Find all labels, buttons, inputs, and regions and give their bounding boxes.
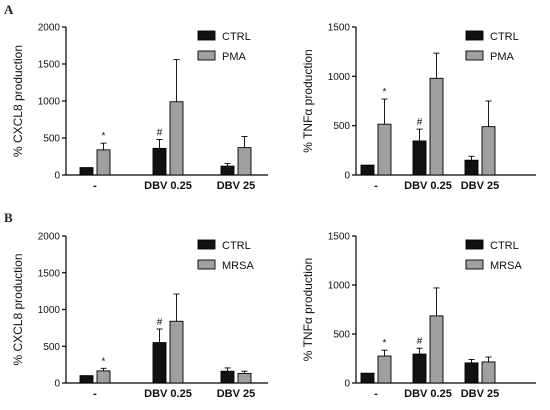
panel-label-b: B (4, 210, 13, 225)
x-tick-label: - (374, 388, 378, 400)
y-tick-label: 500 (43, 342, 60, 353)
legend-swatch-treatment (465, 50, 484, 61)
significance-mark: # (157, 127, 163, 138)
bar-ctrl-2 (412, 353, 427, 384)
significance-mark: * (102, 356, 106, 367)
bar-treatment-2 (429, 77, 444, 176)
y-axis-label: % TNFα production (301, 258, 315, 361)
legend-swatch-ctrl (197, 239, 216, 250)
legend-swatch-ctrl (465, 239, 484, 250)
legend-swatch-treatment (197, 259, 216, 270)
significance-mark: * (383, 338, 387, 349)
x-tick-label: DBV 0.25 (404, 180, 452, 192)
x-tick-label: DBV 0.25 (144, 388, 192, 400)
y-tick-label: 2000 (38, 23, 61, 34)
bar-treatment-1 (96, 370, 111, 384)
significance-mark: # (417, 336, 423, 347)
bar-treatment-3 (237, 372, 252, 384)
y-tick-label: 500 (333, 121, 350, 132)
bar-ctrl-1 (360, 164, 375, 176)
bar-ctrl-2 (152, 147, 167, 176)
legend-label-ctrl: CTRL (490, 240, 519, 252)
bar-ctrl-3 (220, 165, 235, 176)
legend-swatch-ctrl (465, 30, 484, 41)
significance-mark: * (383, 87, 387, 98)
bar-treatment-1 (377, 355, 392, 384)
y-tick-label: 1000 (328, 72, 351, 83)
chart-2: 0 500 1000 1500 % TNFα production - DBV 0.25 DB… (301, 23, 536, 192)
y-tick-label: 0 (54, 171, 60, 182)
bar-ctrl-1 (360, 372, 375, 384)
x-tick-label: DBV 25 (217, 180, 256, 192)
bar-treatment-3 (481, 361, 496, 384)
legend-label-ctrl: CTRL (490, 31, 519, 43)
x-tick-label: - (93, 388, 97, 400)
x-tick-label: DBV 25 (461, 388, 500, 400)
y-tick-label: 1000 (38, 97, 61, 108)
significance-mark: # (417, 117, 423, 128)
chart-4: 0 500 1000 1500 % TNFα production - DBV 0.25 DB… (301, 232, 536, 400)
y-tick-label: 0 (344, 171, 350, 182)
x-tick-label: DBV 0.25 (144, 180, 192, 192)
y-tick-label: 1500 (328, 23, 351, 34)
significance-mark: * (102, 131, 106, 142)
y-tick-label: 500 (43, 134, 60, 145)
chart-3: 0 500 1000 1500 2000 % CXCL8 production - DBV 0… (11, 232, 268, 400)
bar-ctrl-1 (79, 375, 94, 384)
x-tick-label: DBV 25 (217, 388, 256, 400)
y-tick-label: 1500 (38, 60, 61, 71)
legend-swatch-treatment (197, 50, 216, 61)
bar-ctrl-1 (79, 167, 94, 176)
y-tick-label: 1000 (38, 305, 61, 316)
y-tick-label: 1500 (38, 268, 61, 279)
bar-treatment-2 (169, 101, 184, 176)
bar-treatment-2 (429, 315, 444, 384)
bar-ctrl-2 (152, 342, 167, 384)
y-axis-label: % CXCL8 production (11, 253, 25, 365)
y-axis-label: % TNFα production (301, 49, 315, 152)
bar-ctrl-3 (464, 159, 479, 176)
x-tick-label: DBV 0.25 (404, 388, 452, 400)
chart-1: 0 500 1000 1500 2000 % CXCL8 production - DBV 0… (11, 23, 268, 192)
x-tick-label: DBV 25 (461, 180, 500, 192)
legend-swatch-treatment (465, 259, 484, 270)
legend-label-treatment: PMA (222, 51, 247, 63)
y-tick-label: 1500 (328, 232, 351, 243)
bar-ctrl-3 (220, 370, 235, 384)
legend-label-treatment: MRSA (222, 260, 254, 272)
y-tick-label: 1000 (328, 281, 351, 292)
bar-ctrl-3 (464, 362, 479, 384)
bar-treatment-3 (481, 126, 496, 176)
bar-treatment-1 (96, 149, 111, 176)
legend-label-ctrl: CTRL (222, 240, 251, 252)
y-tick-label: 0 (54, 379, 60, 390)
bar-treatment-2 (169, 320, 184, 384)
x-tick-label: - (93, 180, 97, 192)
legend-label-treatment: PMA (490, 51, 515, 63)
bar-treatment-3 (237, 147, 252, 176)
legend-swatch-ctrl (197, 30, 216, 41)
y-axis-label: % CXCL8 production (11, 45, 25, 157)
bar-treatment-1 (377, 123, 392, 176)
y-tick-label: 500 (333, 330, 350, 341)
x-tick-label: - (374, 180, 378, 192)
legend-label-treatment: MRSA (490, 260, 522, 272)
bar-ctrl-2 (412, 140, 427, 176)
panel-label-a: A (4, 2, 14, 17)
y-tick-label: 0 (344, 379, 350, 390)
legend-label-ctrl: CTRL (222, 31, 251, 43)
significance-mark: # (157, 317, 163, 328)
y-tick-label: 2000 (38, 232, 61, 243)
